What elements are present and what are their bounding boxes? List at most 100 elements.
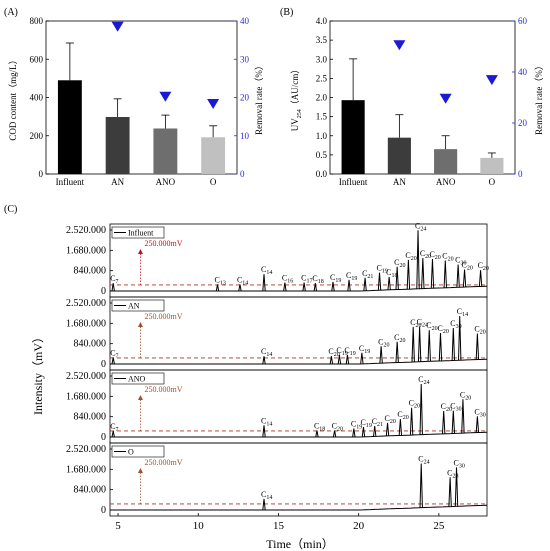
peak-label: C20 xyxy=(460,390,471,401)
chromatogram-peak xyxy=(427,330,431,362)
peak-label: C30 xyxy=(454,458,465,469)
peak-label-c: C xyxy=(455,256,460,265)
peak-label-c: C xyxy=(460,390,465,399)
intensity-tick-label: 2.520.000 xyxy=(66,444,106,455)
peak-label-c: C xyxy=(394,258,399,267)
peak-label-c: C xyxy=(394,333,399,342)
peak-label-c: C xyxy=(410,318,415,327)
chromatogram-peak xyxy=(438,332,443,361)
intensity-tick-label: 1.680.000 xyxy=(66,391,106,402)
peak-label: C30 xyxy=(450,402,461,413)
peak-label-subscript: 20 xyxy=(425,254,431,260)
chromatogram-peak xyxy=(313,283,318,292)
intensity-tick-label: 2.520.000 xyxy=(66,298,106,309)
chromatogram-peak xyxy=(395,341,399,363)
peak-label: C14 xyxy=(261,490,272,501)
peak-label-c: C xyxy=(351,420,356,429)
peak-label: C19 xyxy=(336,346,347,357)
intensity-tick-label: 0 xyxy=(101,505,106,516)
panel-a-category-label: O xyxy=(210,177,217,187)
panel-b-bar xyxy=(341,100,365,174)
time-tick-label: 15 xyxy=(273,520,285,532)
peak-label: C14 xyxy=(457,307,468,318)
peak-label-c: C xyxy=(442,251,447,260)
panel-a: (A) 0 200 400 600 800 0 10 20 30 40 Influent AN AN… xyxy=(4,7,264,187)
peak-label-c: C xyxy=(332,422,337,431)
chromatogram-peak xyxy=(361,427,366,437)
intensity-tick-label: 1.680.000 xyxy=(66,245,106,256)
panel-b-categories: Influent AN ANO O xyxy=(339,177,496,187)
peak-label-subscript: 30 xyxy=(456,407,462,413)
chromatogram-peak xyxy=(419,463,423,508)
peak-label: C20 xyxy=(478,261,489,272)
panel-a-ytick-label: 600 xyxy=(30,54,44,64)
trace-legend-label: ANO xyxy=(128,375,146,384)
panel-b-left-axis: 0.0 0.5 1.0 1.5 2.0 2.5 3.0 3.5 4.0 xyxy=(316,16,333,179)
chromatogram-peak xyxy=(329,356,334,365)
panel-b-right-axis: 0 20 40 60 xyxy=(512,16,528,179)
chromatogram-peak xyxy=(451,327,456,361)
panel-b-ylabel-main: UV xyxy=(290,118,300,131)
panel-b-removal-marker xyxy=(393,40,406,51)
peak-label-subscript: 20 xyxy=(383,342,389,348)
peak-label: C20 xyxy=(441,402,452,413)
panel-b-ytick-right-label: 20 xyxy=(518,118,528,128)
chromatogram-peak xyxy=(398,419,403,436)
panel-a-bar xyxy=(201,137,226,174)
peak-label-subscript: 20 xyxy=(414,404,420,410)
reference-label: 250.000mV xyxy=(144,312,182,321)
peak-label-c: C xyxy=(362,269,367,278)
peak-label-subscript: 18 xyxy=(319,427,325,433)
chromatogram-baseline xyxy=(110,504,488,511)
peak-label: C20 xyxy=(405,251,416,262)
trace-legend-box xyxy=(111,226,165,239)
peak-label-subscript: 14 xyxy=(266,352,272,358)
panel-a-ylabel: COD content（mg/L） xyxy=(8,55,18,140)
chromatogram-peak xyxy=(462,269,467,288)
reference-label: 250.000mV xyxy=(144,458,182,467)
peak-label: C20 xyxy=(437,324,448,335)
peak-label-c: C xyxy=(301,274,306,283)
panel-b-ytick-label: 1.5 xyxy=(316,112,328,122)
panel-b-category-label: ANO xyxy=(436,177,456,187)
peak-label-c: C xyxy=(437,324,442,333)
peak-label-c: C xyxy=(405,251,410,260)
peak-label-c: C xyxy=(450,319,455,328)
peak-label-c: C xyxy=(346,271,351,280)
intensity-tick-label: 0 xyxy=(101,286,106,297)
peak-label: C17 xyxy=(301,274,312,285)
panel-b-ytick-right-label: 40 xyxy=(518,67,528,77)
chromatogram-ano: 2.520.0001.680.000840.0000ANO250.000mVC7… xyxy=(66,369,488,444)
peak-label-c: C xyxy=(441,402,446,411)
peak-label-c: C xyxy=(282,274,287,283)
peak-label-subscript: 24 xyxy=(424,380,430,386)
panel-a-bars xyxy=(57,42,226,174)
peak-label-subscript: 19 xyxy=(356,425,362,431)
chromatogram-peak xyxy=(395,266,399,290)
peak-label-subscript: 20 xyxy=(411,256,417,262)
panel-a-label: (A) xyxy=(4,7,18,18)
time-tick-label: 10 xyxy=(193,520,205,532)
chromatogram-peak xyxy=(475,416,480,433)
peak-label-subscript: 20 xyxy=(448,256,454,262)
panel-a-ytick-label: 200 xyxy=(30,131,44,141)
peak-label: C24 xyxy=(418,454,429,465)
peak-label-c: C xyxy=(457,307,462,316)
peak-label-subscript: 28 xyxy=(452,473,458,479)
peak-label-c: C xyxy=(372,417,377,426)
peak-label-subscript: 30 xyxy=(460,261,466,267)
panel-b-bar xyxy=(387,137,411,174)
peak-label: C14 xyxy=(261,265,272,276)
peak-label-subscript: 13 xyxy=(220,281,226,287)
peak-label-c: C xyxy=(462,260,467,269)
chromatogram-peak xyxy=(111,431,115,438)
panel-a-ytick-right-label: 10 xyxy=(240,131,250,141)
peak-label: C13 xyxy=(214,276,225,287)
panel-b-removal-marker xyxy=(485,75,498,86)
peak-label-subscript: 20 xyxy=(390,419,396,425)
peak-label-subscript: 18 xyxy=(318,279,324,285)
chromatogram-o: 2.520.0001.680.000840.0000O250.000mVC14C… xyxy=(66,442,488,517)
peak-label-c: C xyxy=(261,265,266,274)
chromatogram-peak xyxy=(406,259,411,290)
